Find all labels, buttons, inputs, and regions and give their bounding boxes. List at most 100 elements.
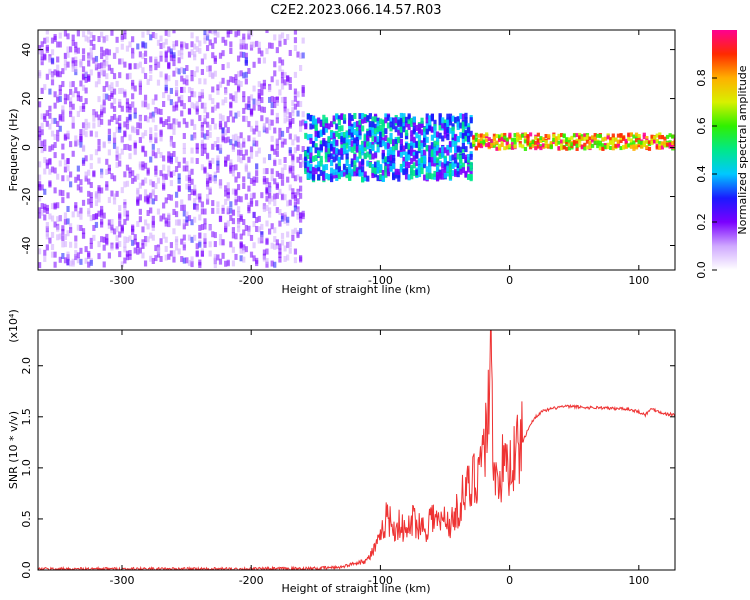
heatmap-cell bbox=[48, 112, 52, 119]
heatmap-cell bbox=[324, 140, 329, 147]
heatmap-cell bbox=[355, 167, 360, 174]
heatmap-cell bbox=[459, 146, 463, 153]
heatmap-cell bbox=[335, 123, 339, 130]
heatmap-cell bbox=[58, 233, 62, 240]
heatmap-cell bbox=[115, 80, 119, 87]
heatmap-cell bbox=[195, 101, 199, 108]
heatmap-cell bbox=[100, 211, 104, 218]
heatmap-cell bbox=[500, 139, 504, 144]
heatmap-cell bbox=[379, 131, 383, 138]
heatmap-cell bbox=[448, 119, 453, 126]
heatmap-cell bbox=[404, 151, 409, 158]
heatmap-cell bbox=[128, 171, 132, 178]
heatmap-cell bbox=[611, 146, 615, 151]
heatmap-cell bbox=[71, 122, 75, 129]
heatmap-cell bbox=[327, 123, 331, 130]
heatmap-cell bbox=[174, 156, 179, 163]
heatmap-cell bbox=[244, 43, 248, 50]
heatmap-cell bbox=[193, 184, 197, 191]
heatmap-cell bbox=[578, 132, 582, 137]
heatmap-cell bbox=[105, 239, 109, 246]
heatmap-cell bbox=[110, 224, 114, 231]
heatmap-cell bbox=[283, 163, 287, 170]
heatmap-cell bbox=[92, 57, 96, 64]
heatmap-cell bbox=[306, 160, 310, 167]
heatmap-cell bbox=[474, 132, 478, 137]
heatmap-cell bbox=[43, 84, 47, 91]
heatmap-cell bbox=[435, 157, 440, 164]
heatmap-cell bbox=[56, 71, 60, 78]
heatmap-cell bbox=[221, 252, 225, 259]
heatmap-cell bbox=[97, 139, 101, 146]
heatmap-cell bbox=[547, 143, 551, 148]
heatmap-cell bbox=[213, 57, 217, 64]
heatmap-cell bbox=[410, 117, 414, 124]
heatmap-cell bbox=[278, 188, 282, 195]
heatmap-cell bbox=[105, 233, 109, 240]
heatmap-cell bbox=[252, 104, 256, 111]
heatmap-cell bbox=[162, 173, 166, 180]
heatmap-cell bbox=[273, 70, 277, 77]
heatmap-cell bbox=[299, 52, 303, 59]
heatmap-cell bbox=[174, 201, 179, 208]
heatmap-cell bbox=[531, 139, 535, 144]
heatmap-cell bbox=[464, 117, 468, 124]
heatmap-cell bbox=[115, 154, 119, 161]
heatmap-cell bbox=[350, 161, 354, 168]
heatmap-cell bbox=[446, 123, 450, 130]
heatmap-cell bbox=[143, 260, 148, 267]
snr-panel: -300 -200 -100 0 100 0.00.51.01.52.0 Height … bbox=[7, 309, 676, 595]
heatmap-cell bbox=[50, 37, 55, 44]
heatmap-cell bbox=[255, 225, 259, 232]
heatmap-cell bbox=[536, 132, 540, 137]
heatmap-cell bbox=[296, 209, 300, 216]
heatmap-cell bbox=[330, 176, 334, 183]
heatmap-cell bbox=[110, 86, 114, 93]
heatmap-cell bbox=[213, 232, 217, 239]
heatmap-cell bbox=[193, 234, 197, 241]
heatmap-cell bbox=[138, 51, 142, 58]
heatmap-cell bbox=[293, 134, 298, 141]
heatmap-cell bbox=[187, 194, 192, 201]
heatmap-cell bbox=[306, 172, 310, 179]
heatmap-cell bbox=[66, 130, 70, 137]
heatmap-cell bbox=[112, 98, 117, 105]
heatmap-cell bbox=[410, 142, 414, 149]
heatmap-cell bbox=[203, 53, 207, 60]
heatmap-cell bbox=[203, 30, 207, 36]
heatmap-cell bbox=[112, 52, 117, 59]
heatmap-cell bbox=[195, 243, 199, 250]
heatmap-cell bbox=[118, 231, 122, 238]
heatmap-cell bbox=[428, 168, 432, 175]
heatmap-cell bbox=[120, 225, 124, 232]
heatmap-cell bbox=[293, 95, 298, 102]
heatmap-cell bbox=[353, 121, 357, 128]
heatmap-cell bbox=[487, 137, 491, 142]
heatmap-cell bbox=[128, 144, 132, 151]
heatmap-cell bbox=[286, 34, 290, 41]
heatmap-cell bbox=[172, 118, 176, 125]
heatmap-cell bbox=[392, 145, 396, 152]
heatmap-cell bbox=[464, 135, 468, 142]
heatmap-cell bbox=[314, 130, 318, 137]
heatmap-cell bbox=[404, 155, 409, 162]
heatmap-cell bbox=[299, 161, 303, 168]
heatmap-cell bbox=[407, 123, 411, 130]
heatmap-cell bbox=[492, 143, 497, 148]
heatmap-cell bbox=[337, 132, 341, 139]
heatmap-cell bbox=[242, 247, 246, 254]
heatmap-cell bbox=[66, 259, 70, 266]
heatmap-cell bbox=[247, 67, 251, 74]
heatmap-cell bbox=[200, 164, 205, 171]
heatmap-cell bbox=[299, 154, 303, 161]
heatmap-cell bbox=[167, 94, 171, 101]
heatmap-cell bbox=[190, 70, 194, 77]
heatmap-cell bbox=[131, 79, 135, 86]
heatmap-cell bbox=[146, 169, 150, 176]
heatmap-cell bbox=[193, 198, 197, 205]
heatmap-cell bbox=[138, 216, 142, 223]
snr-frame bbox=[37, 329, 676, 571]
heatmap-cell bbox=[133, 175, 137, 182]
heatmap-cell bbox=[580, 145, 584, 150]
heatmap-cell bbox=[133, 63, 137, 70]
